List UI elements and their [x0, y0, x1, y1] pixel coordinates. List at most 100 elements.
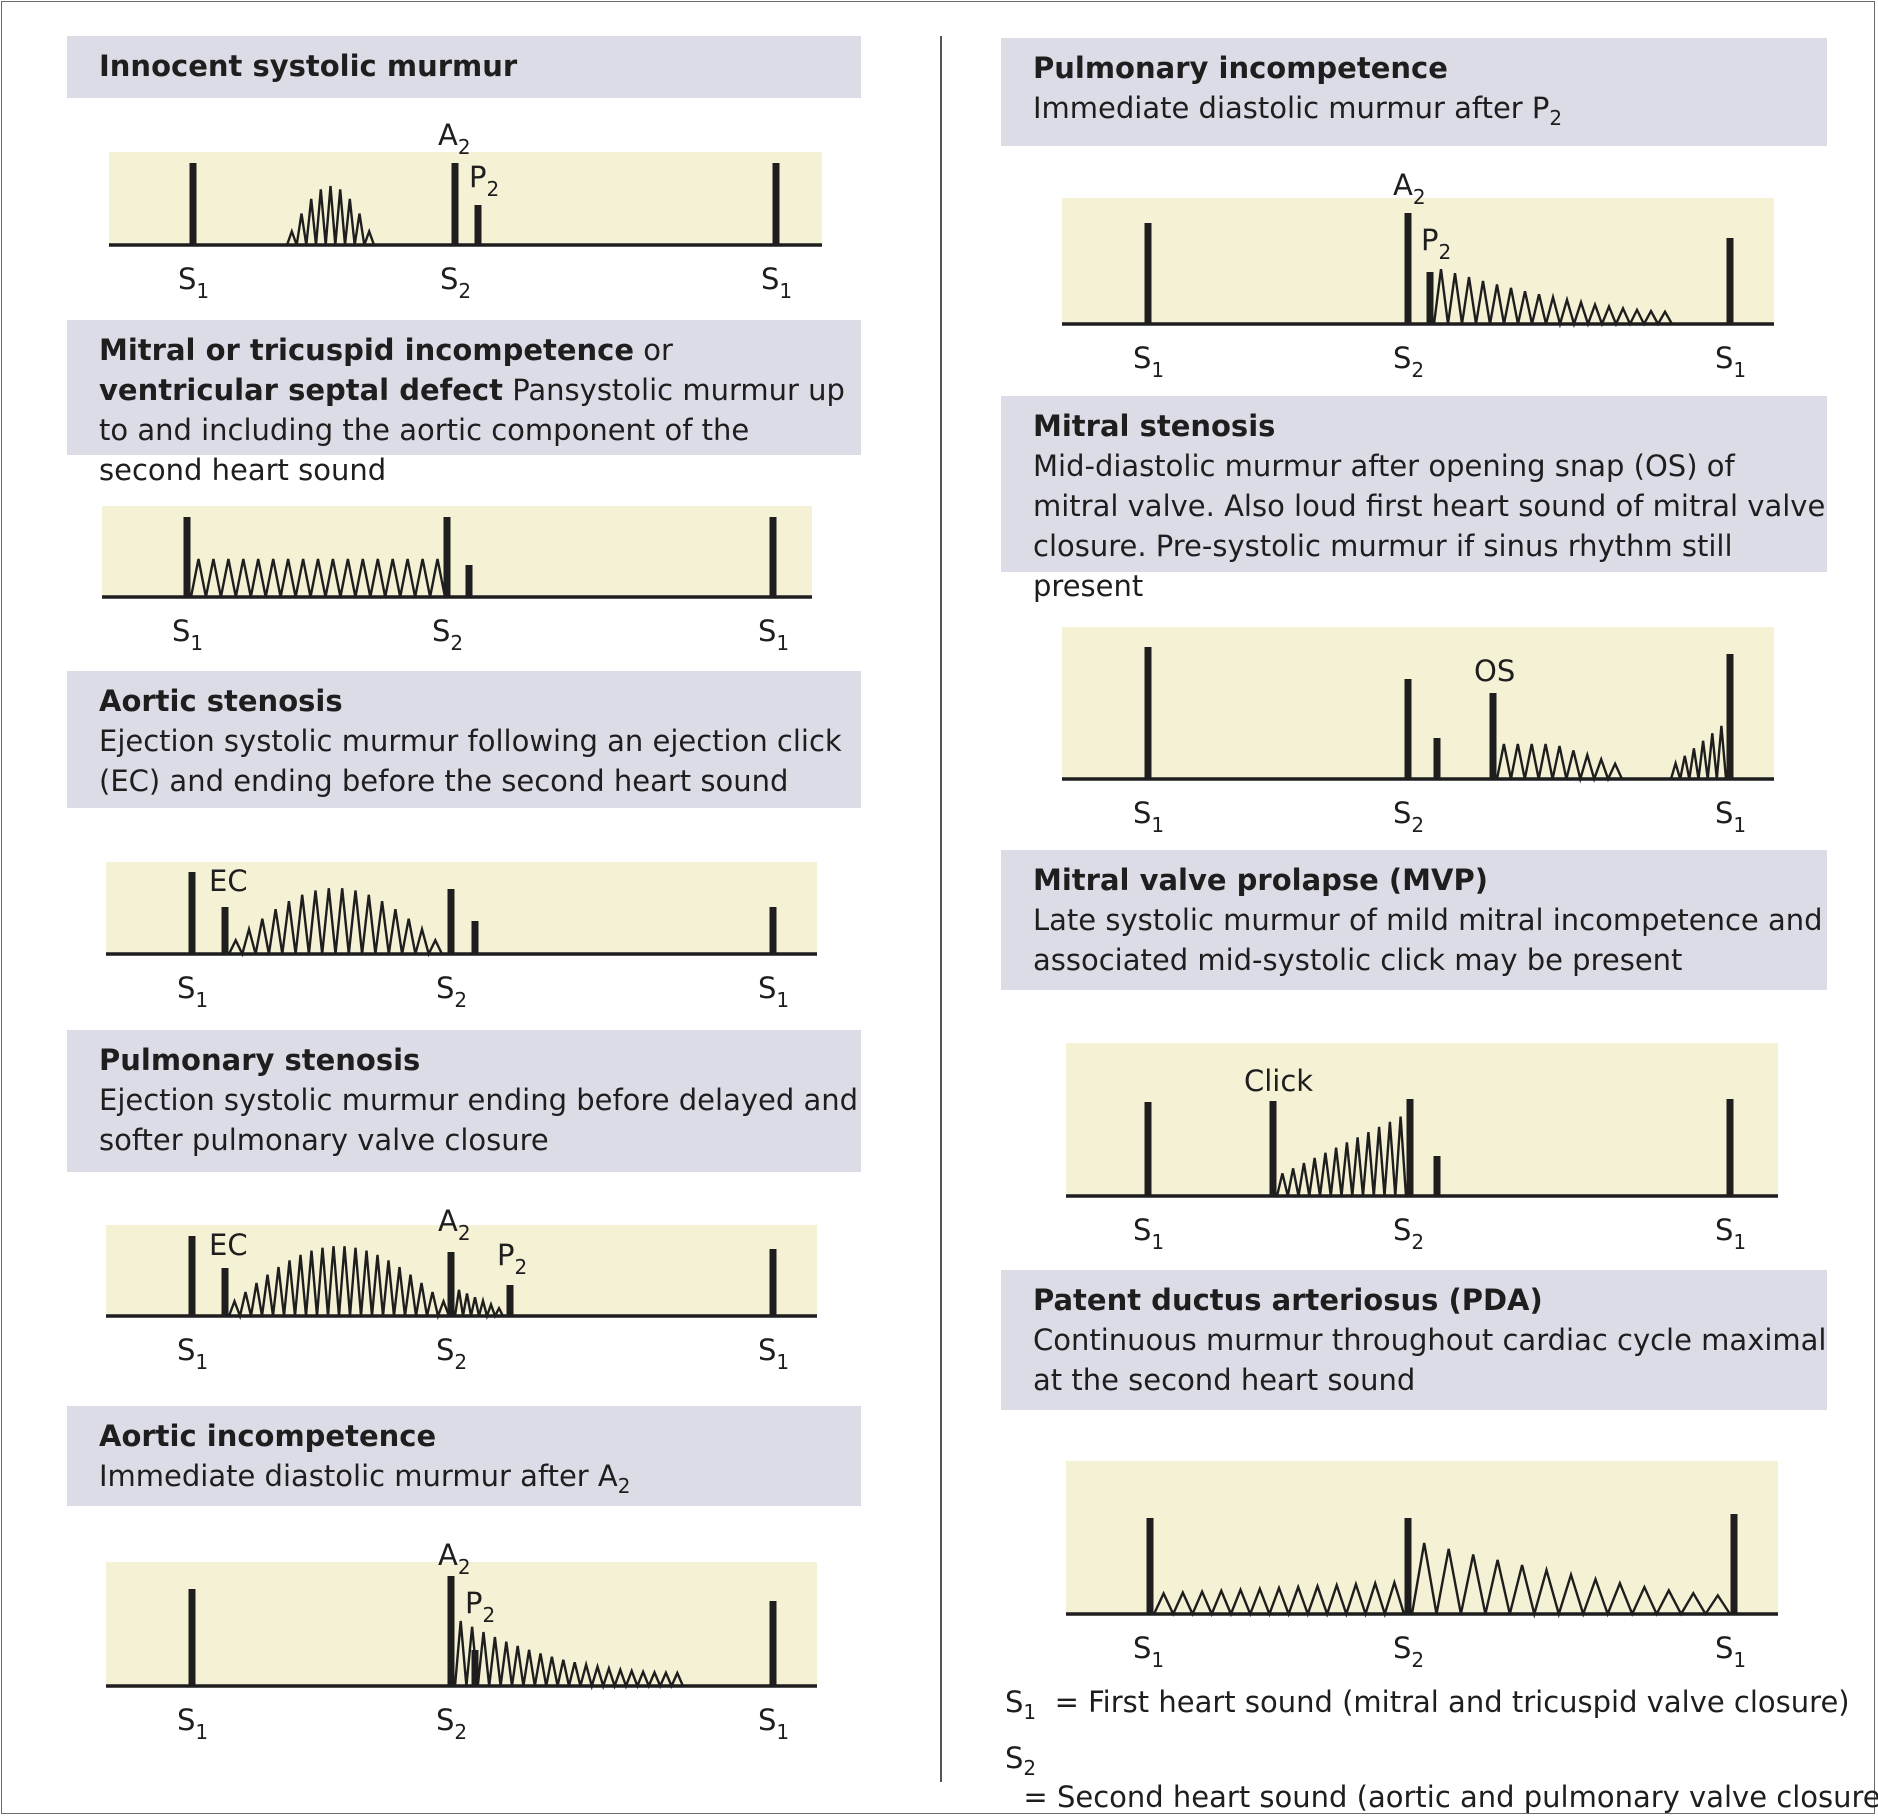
- s1-label: S1: [1715, 1213, 1746, 1254]
- s1-label: S1: [761, 262, 792, 303]
- panel-header-pulmonary-stenosis: Pulmonary stenosis Ejection systolic mur…: [67, 1030, 861, 1172]
- p2-sound-bar: [474, 205, 482, 245]
- p2-sound-bar: [465, 565, 473, 597]
- s1-sound-bar: [188, 1589, 196, 1686]
- a2-sound-bar: [1404, 213, 1412, 324]
- p2-sound-bar: [1433, 738, 1441, 779]
- p2-sound-bar: [1433, 1156, 1441, 1196]
- s1-label: S1: [1133, 341, 1164, 382]
- s1-label: S1: [177, 971, 208, 1012]
- s1-sound-bar: [1730, 1514, 1738, 1614]
- s1-label: S1: [1133, 796, 1164, 837]
- s2-sound-bar: [1406, 1099, 1414, 1196]
- os-label: OS: [1474, 654, 1515, 688]
- s2-sound-bar: [447, 889, 455, 954]
- panel-description: Late systolic murmur of mild mitral inco…: [1033, 903, 1823, 977]
- s1-sound-bar: [769, 907, 777, 954]
- a2-sound-bar: [447, 1576, 455, 1686]
- s1-label: S1: [758, 1333, 789, 1374]
- s1-sound-bar: [1144, 647, 1152, 779]
- s1-label: S1: [1715, 341, 1746, 382]
- panel-title: Innocent systolic murmur: [99, 49, 518, 83]
- s1-sound-bar: [1726, 238, 1734, 324]
- a2-sound-bar: [443, 517, 451, 597]
- s1-label: S1: [178, 262, 209, 303]
- s2-label: S2: [1393, 1631, 1424, 1672]
- s1-label: S1: [758, 1703, 789, 1744]
- mid-systolic-click-bar: [1269, 1101, 1277, 1196]
- ejection-click-bar: [221, 907, 229, 954]
- panel-title: Aortic incompetence: [99, 1419, 437, 1453]
- s2-label: S2: [1393, 341, 1424, 382]
- s1-sound-bar: [188, 1236, 196, 1316]
- s1-sound-bar: [769, 1249, 777, 1316]
- panel-title: Mitral stenosis: [1033, 409, 1276, 443]
- murmur-waveform: [189, 558, 447, 598]
- s1-sound-bar: [772, 163, 780, 245]
- plot-background: [109, 152, 822, 245]
- s2-sound-bar: [1404, 1518, 1412, 1614]
- s1-label: S1: [1715, 796, 1746, 837]
- p2-sound-bar: [1426, 272, 1434, 324]
- s1-label: S1: [1715, 1631, 1746, 1672]
- a2-label: A2: [438, 118, 471, 159]
- mid-diastolic-murmur: [1495, 743, 1624, 784]
- late-systolic-murmur: [1275, 1116, 1408, 1197]
- plot-background: [1066, 1461, 1778, 1614]
- continuous-murmur: [1152, 1578, 1406, 1619]
- a2-label: A2: [1393, 168, 1426, 209]
- panel-header-mitral-stenosis: Mitral stenosis Mid-diastolic murmur aft…: [1001, 396, 1827, 603]
- p2-label: P2: [469, 160, 499, 201]
- p2-sound-bar: [471, 921, 479, 954]
- murmur-waveform: [1432, 268, 1674, 329]
- panel-header-pda: Patent ductus arteriosus (PDA) Continuou…: [1001, 1270, 1827, 1410]
- s2-label: S2: [436, 1333, 467, 1374]
- s1-sound-bar: [183, 517, 191, 597]
- s1-label: S1: [177, 1703, 208, 1744]
- murmur-waveform: [227, 888, 444, 958]
- a2-sound-bar: [447, 1252, 455, 1316]
- plot-background: [102, 506, 812, 597]
- panel-header-mitral-tricuspid: Mitral or tricuspid incompetence or vent…: [67, 320, 861, 487]
- s1-sound-bar: [1726, 1099, 1734, 1196]
- panel-header-innocent: Innocent systolic murmur: [67, 36, 861, 98]
- ec-label: EC: [209, 1228, 248, 1262]
- a2-sound-bar: [451, 163, 459, 245]
- s1-sound-bar: [1144, 1102, 1152, 1196]
- s1-label: S1: [758, 614, 789, 655]
- panel-title: Mitral or tricuspid incompetence: [99, 333, 635, 367]
- s1-sound-bar: [769, 517, 777, 597]
- panel-description: Immediate diastolic murmur after A2: [99, 1459, 631, 1498]
- panel-description: Continuous murmur throughout cardiac cyc…: [1033, 1323, 1827, 1397]
- panel-title: Pulmonary incompetence: [1033, 51, 1448, 85]
- panel-description: Pansystolic murmur up to and including t…: [99, 373, 845, 487]
- murmur-waveform: [453, 1289, 505, 1321]
- s1-sound-bar: [189, 163, 197, 245]
- plot-background: [1062, 198, 1774, 324]
- s2-sound-bar: [1404, 679, 1412, 779]
- p2-label: P2: [465, 1586, 495, 1627]
- s2-label: S2: [436, 971, 467, 1012]
- legend-s2: S2 = Second heart sound (aortic and pulm…: [1005, 1741, 1878, 1814]
- panel-description: Ejection systolic murmur ending before d…: [99, 1083, 859, 1157]
- p2-label: P2: [1421, 223, 1451, 264]
- ec-label: EC: [209, 864, 248, 898]
- s1-sound-bar: [769, 1601, 777, 1686]
- a2-label: A2: [438, 1538, 471, 1579]
- plot-background: [1062, 627, 1774, 779]
- s1-sound-bar: [1144, 223, 1152, 324]
- panel-header-aortic-incompetence: Aortic incompetence Immediate diastolic …: [67, 1406, 861, 1506]
- panel-title: Mitral valve prolapse (MVP): [1033, 863, 1488, 897]
- panel-title: Aortic stenosis: [99, 684, 343, 718]
- panel-header-aortic-stenosis: Aortic stenosis Ejection systolic murmur…: [67, 671, 861, 808]
- s2-label: S2: [432, 614, 463, 655]
- a2-label: A2: [438, 1204, 471, 1245]
- panel-description: Ejection systolic murmur following an ej…: [99, 724, 842, 798]
- presystolic-murmur: [1669, 725, 1728, 780]
- column-divider: [940, 36, 942, 1782]
- s1-label: S1: [758, 971, 789, 1012]
- s2-label: S2: [1393, 796, 1424, 837]
- murmur-waveform: [453, 1620, 685, 1691]
